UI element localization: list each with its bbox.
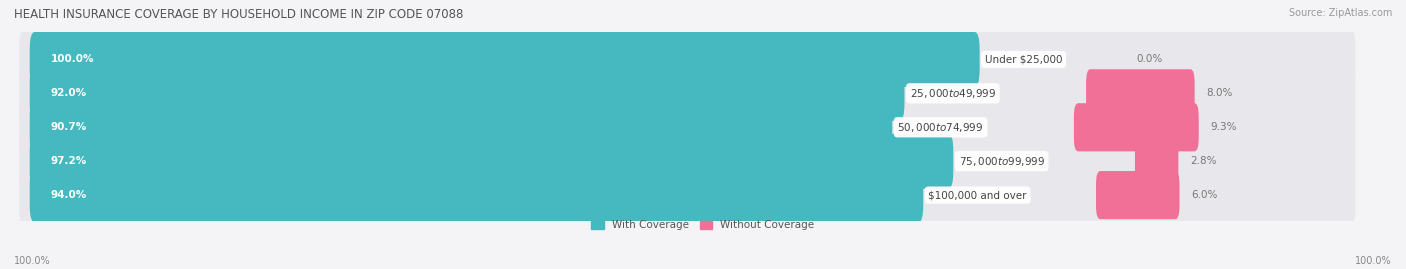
FancyBboxPatch shape: [30, 66, 904, 121]
Text: 97.2%: 97.2%: [51, 156, 87, 166]
FancyBboxPatch shape: [20, 30, 1355, 89]
Text: 92.0%: 92.0%: [51, 88, 87, 98]
Text: 2.8%: 2.8%: [1189, 156, 1216, 166]
Text: HEALTH INSURANCE COVERAGE BY HOUSEHOLD INCOME IN ZIP CODE 07088: HEALTH INSURANCE COVERAGE BY HOUSEHOLD I…: [14, 8, 464, 21]
FancyBboxPatch shape: [20, 97, 1355, 157]
FancyBboxPatch shape: [20, 165, 1355, 225]
FancyBboxPatch shape: [30, 134, 953, 189]
Legend: With Coverage, Without Coverage: With Coverage, Without Coverage: [592, 220, 814, 231]
Text: $50,000 to $74,999: $50,000 to $74,999: [897, 121, 984, 134]
Text: $100,000 and over: $100,000 and over: [928, 190, 1026, 200]
Text: 100.0%: 100.0%: [1355, 256, 1392, 266]
Text: 0.0%: 0.0%: [1136, 54, 1163, 64]
FancyBboxPatch shape: [1097, 171, 1180, 219]
Text: $25,000 to $49,999: $25,000 to $49,999: [910, 87, 995, 100]
Text: 100.0%: 100.0%: [51, 54, 94, 64]
FancyBboxPatch shape: [30, 32, 980, 87]
FancyBboxPatch shape: [1074, 103, 1199, 151]
Text: 8.0%: 8.0%: [1206, 88, 1233, 98]
Text: 6.0%: 6.0%: [1191, 190, 1218, 200]
FancyBboxPatch shape: [1135, 137, 1178, 185]
FancyBboxPatch shape: [30, 168, 924, 223]
Text: 9.3%: 9.3%: [1211, 122, 1237, 132]
Text: Source: ZipAtlas.com: Source: ZipAtlas.com: [1288, 8, 1392, 18]
Text: 94.0%: 94.0%: [51, 190, 87, 200]
FancyBboxPatch shape: [20, 63, 1355, 123]
Text: 100.0%: 100.0%: [14, 256, 51, 266]
Text: $75,000 to $99,999: $75,000 to $99,999: [959, 155, 1045, 168]
FancyBboxPatch shape: [1085, 69, 1195, 118]
Text: 90.7%: 90.7%: [51, 122, 87, 132]
Text: Under $25,000: Under $25,000: [984, 54, 1063, 64]
FancyBboxPatch shape: [30, 100, 893, 155]
FancyBboxPatch shape: [20, 131, 1355, 191]
